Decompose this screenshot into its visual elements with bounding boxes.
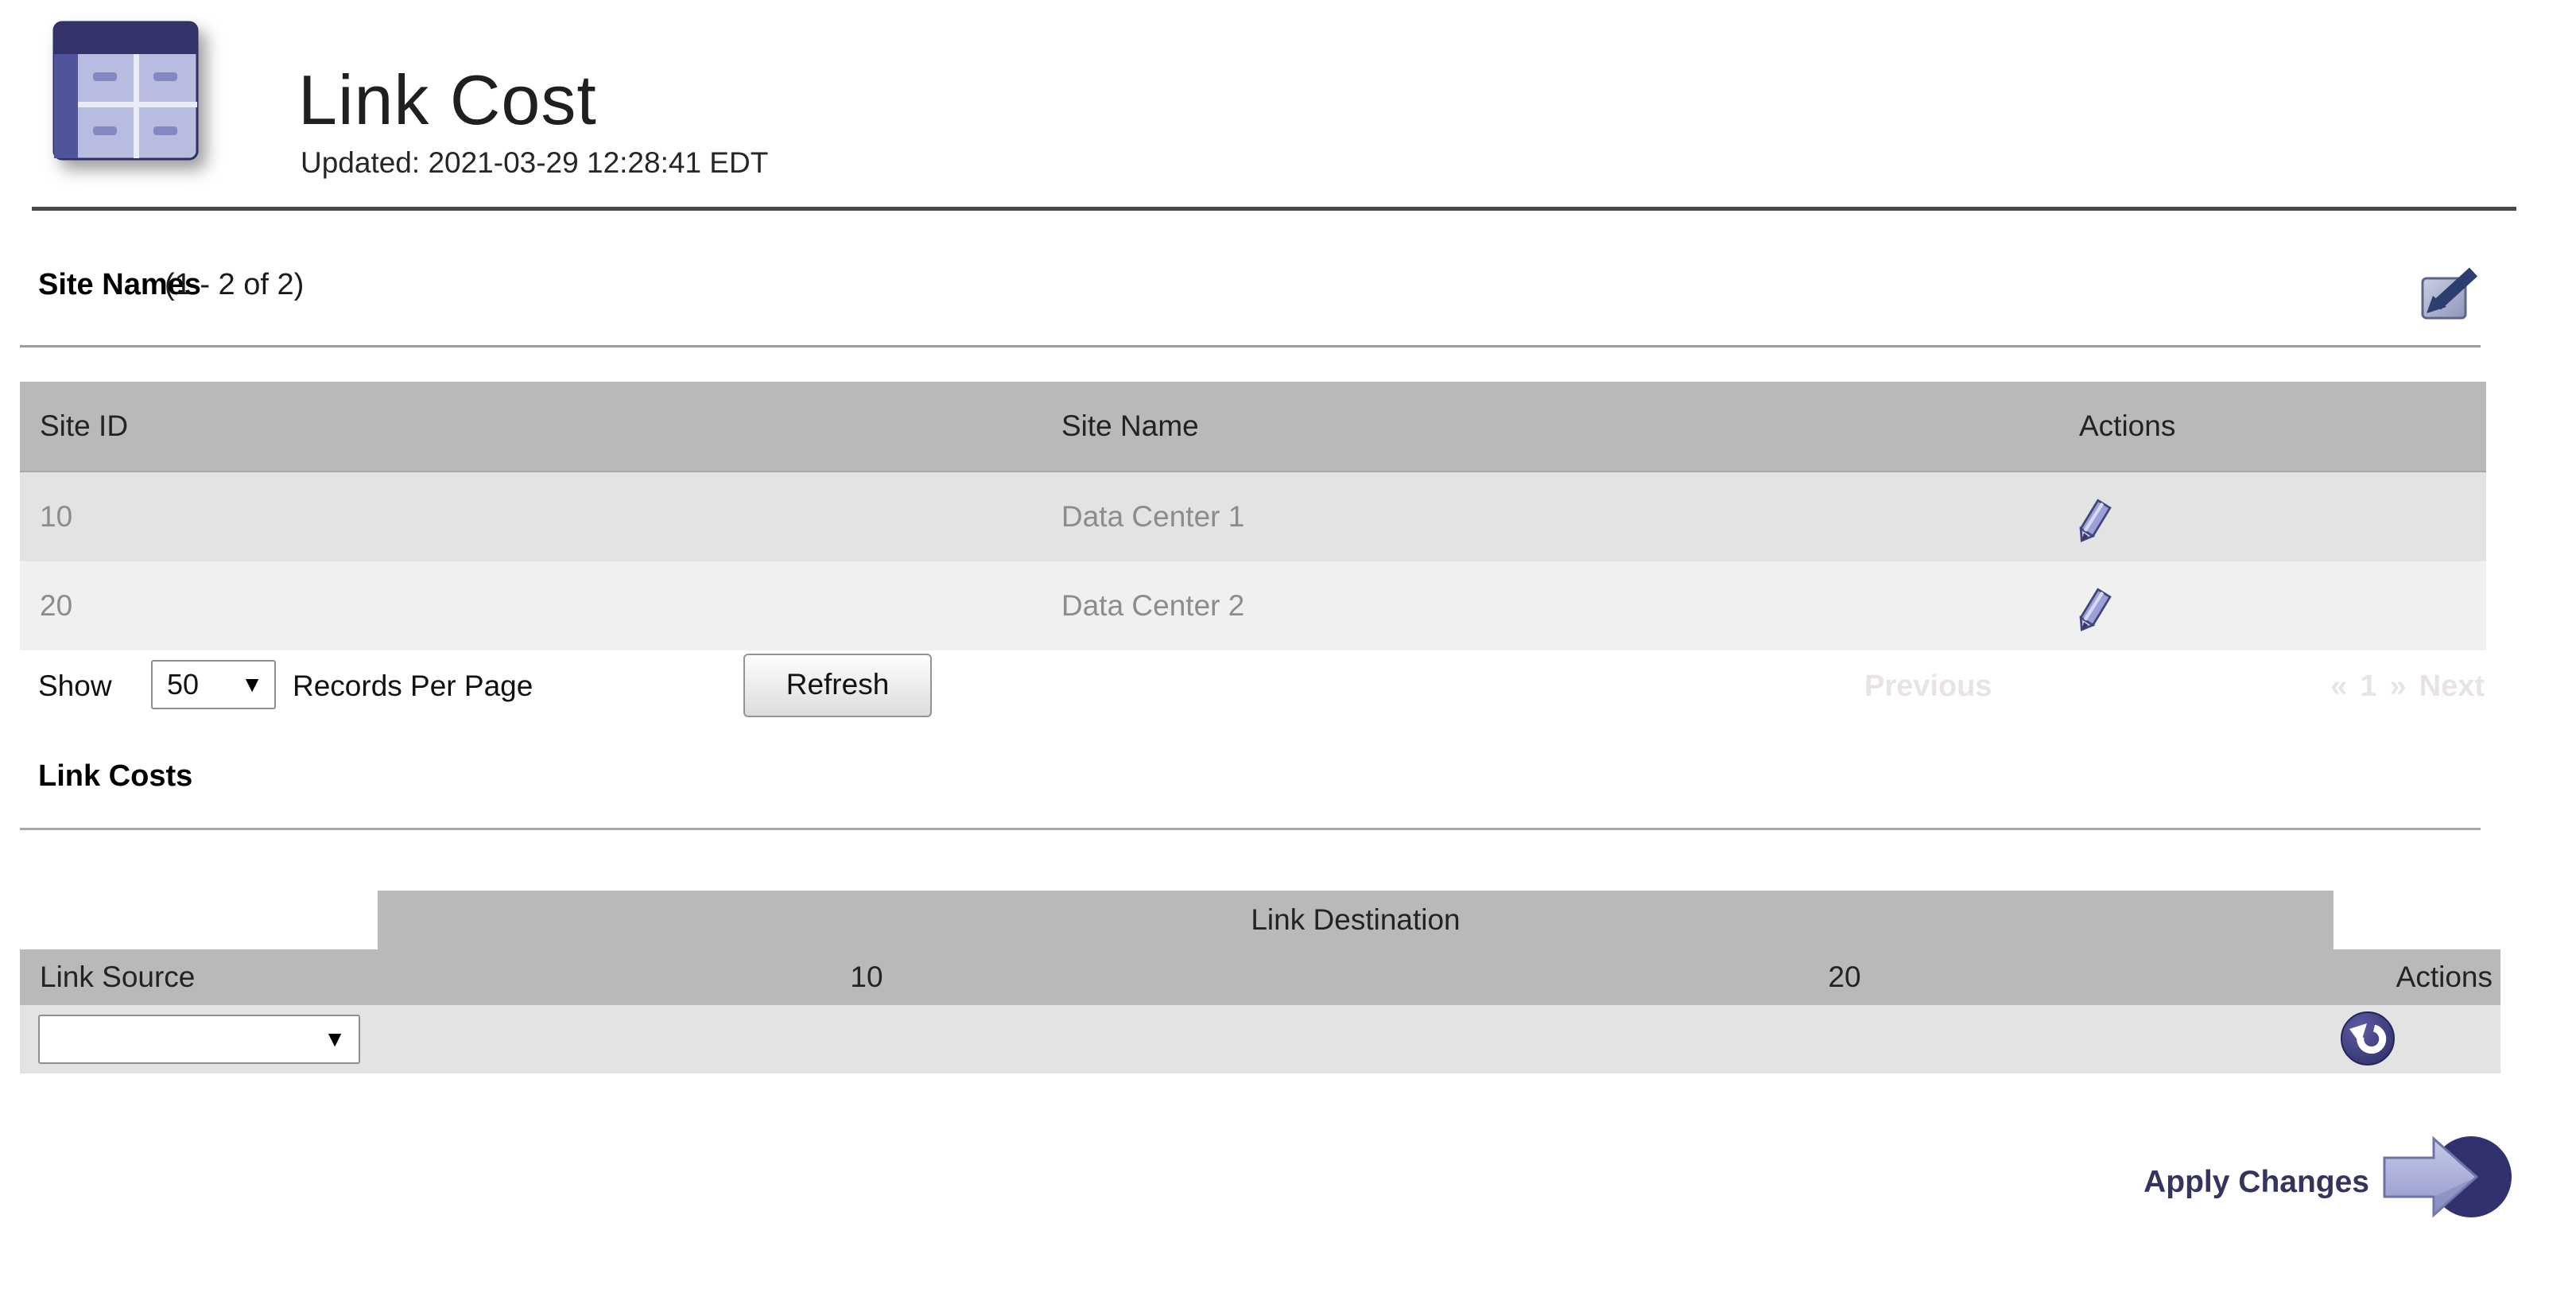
pagination-page-number: 1 xyxy=(2360,670,2377,703)
records-per-page-label: Records Per Page xyxy=(293,670,533,702)
site-id-value: 10 xyxy=(40,500,73,533)
link-source-select[interactable]: ▼ xyxy=(38,1015,360,1064)
col-header-dest-10: 10 xyxy=(850,961,883,993)
link-costs-table-header: Link Source 10 20 Actions xyxy=(20,949,2500,1005)
page-title: Link Cost xyxy=(298,60,597,139)
col-header-link-source: Link Source xyxy=(40,961,196,993)
chevron-down-icon: ▼ xyxy=(241,672,263,697)
col-header-dest-20: 20 xyxy=(1828,961,1861,993)
site-id-value: 20 xyxy=(40,589,73,622)
link-costs-divider xyxy=(20,828,2481,830)
col-header-site-id: Site ID xyxy=(40,410,129,442)
pagination-next-arrow[interactable]: » xyxy=(2389,670,2407,703)
site-names-record-count: (1 - 2 of 2) xyxy=(165,268,305,301)
chevron-down-icon: ▼ xyxy=(324,1027,346,1051)
pencil-icon xyxy=(2079,499,2112,543)
pencil-icon xyxy=(2079,588,2112,632)
revert-row-button[interactable] xyxy=(2338,1009,2397,1072)
col-header-actions: Actions xyxy=(2079,410,2176,442)
link-costs-input-row: ▼ xyxy=(20,1005,2500,1073)
pagination-controls: « 1 » Next xyxy=(2258,662,2485,711)
edit-site-names-icon[interactable] xyxy=(2419,262,2486,323)
show-label: Show xyxy=(38,670,112,702)
link-destination-header: Link Destination xyxy=(378,891,2334,949)
edit-row-button[interactable] xyxy=(2075,579,2121,639)
records-per-page-value: 50 xyxy=(167,668,200,701)
pagination-next[interactable]: Next xyxy=(2419,670,2485,703)
site-name-value: Data Center 2 xyxy=(1061,589,1245,622)
col-header-site-name: Site Name xyxy=(1061,410,1199,442)
table-row: 10 Data Center 1 xyxy=(20,472,2486,561)
pagination-previous[interactable]: Previous xyxy=(1864,670,1992,703)
undo-icon xyxy=(2341,1011,2395,1066)
site-name-value: Data Center 1 xyxy=(1061,500,1245,533)
apply-changes-arrow-icon[interactable] xyxy=(2381,1126,2518,1236)
apply-changes-button[interactable]: Apply Changes xyxy=(2143,1165,2369,1199)
updated-timestamp: Updated: 2021-03-29 12:28:41 EDT xyxy=(301,146,769,179)
site-names-heading: Site Names xyxy=(38,268,201,301)
col-header-actions: Actions xyxy=(2396,961,2493,993)
pagination-prev-arrow[interactable]: « xyxy=(2330,670,2348,703)
link-costs-heading: Link Costs xyxy=(38,759,193,793)
header-divider xyxy=(32,207,2516,211)
table-app-icon xyxy=(52,21,199,161)
site-names-table-header: Site ID Site Name Actions xyxy=(20,382,2486,472)
site-names-divider xyxy=(20,345,2481,347)
refresh-button[interactable]: Refresh xyxy=(743,654,932,717)
edit-row-button[interactable] xyxy=(2075,490,2121,549)
table-row: 20 Data Center 2 xyxy=(20,561,2486,650)
records-per-page-select[interactable]: 50 ▼ xyxy=(151,660,276,709)
